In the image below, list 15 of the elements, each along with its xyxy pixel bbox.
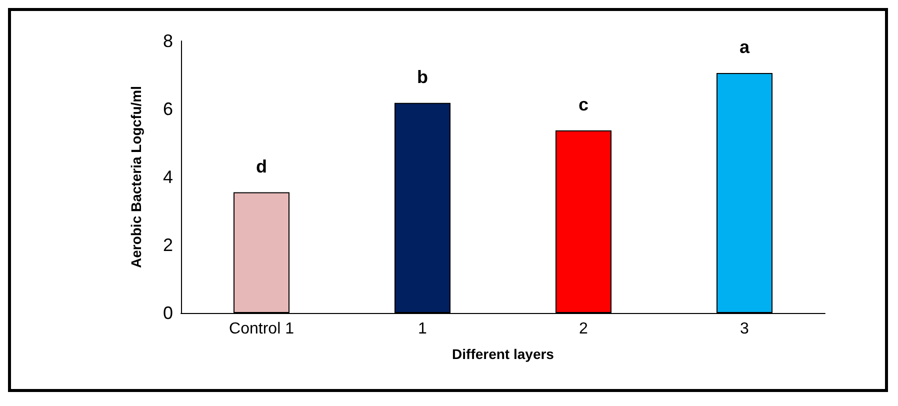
annotation: c	[578, 94, 589, 114]
y-axis-title: Aerobic Bacteria Logcfu/ml	[128, 86, 144, 268]
x-axis-title: Different layers	[452, 346, 554, 362]
x-tick-label: Control 1	[229, 320, 294, 338]
annotation: a	[739, 36, 750, 57]
x-tick-label: 1	[418, 320, 428, 338]
y-tick-label: 2	[162, 235, 173, 255]
annotation: b	[417, 66, 428, 87]
y-tick-label: 8	[162, 31, 173, 51]
y-tick-label: 0	[162, 303, 173, 323]
y-tick-label: 6	[162, 99, 173, 119]
annotation: d	[256, 156, 267, 176]
x-tick-label: 2	[579, 320, 588, 338]
y-tick-label: 4	[162, 167, 173, 187]
x-tick-label: 3	[740, 320, 750, 338]
